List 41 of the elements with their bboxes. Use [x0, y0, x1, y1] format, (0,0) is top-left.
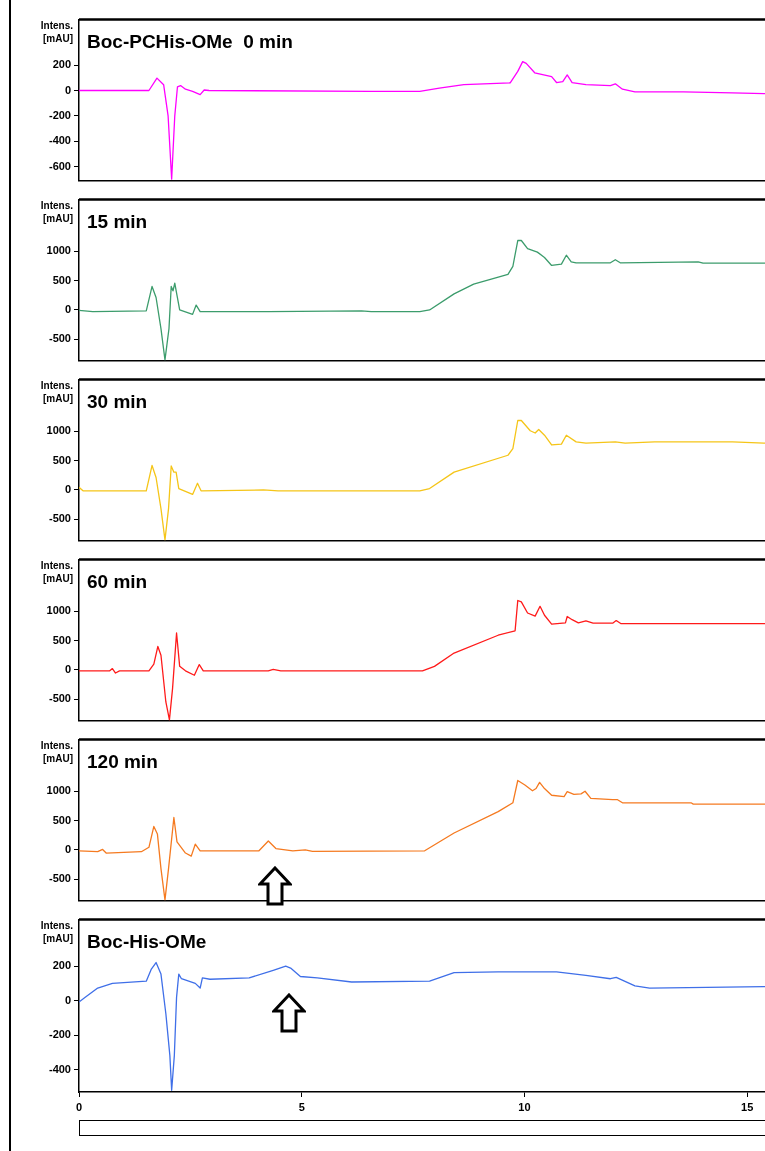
y-tick-label: 1000 [46, 604, 71, 617]
y-tick-label: 0 [64, 482, 71, 495]
y-axis-title: Intens. [mAU] [40, 200, 74, 225]
y-tick-label: 500 [52, 273, 71, 286]
y-tick-label: 0 [64, 83, 71, 96]
text: 60 min [87, 571, 148, 593]
y-axis-title: Intens. [mAU] [40, 380, 74, 405]
y-axis-title: Intens. [mAU] [40, 740, 74, 765]
text: 120 min [87, 751, 158, 773]
y-tick-label: 0 [64, 842, 71, 855]
y-tick-label: -200 [48, 108, 71, 121]
y-tick-label: -400 [48, 134, 71, 147]
y-axis-title: Intens. [mAU] [40, 560, 74, 585]
y-axis-title: Intens. [mAU] [40, 920, 74, 945]
text: 30 min [87, 391, 148, 413]
y-tick-label: 500 [52, 813, 71, 826]
y-tick-label: -400 [48, 1062, 71, 1075]
y-axis-title: Intens. [mAU] [40, 20, 74, 45]
y-tick-label: 0 [64, 993, 71, 1006]
y-tick-label: 1000 [46, 424, 71, 437]
y-tick-label: -500 [48, 332, 71, 345]
y-tick-label: -600 [48, 159, 71, 172]
x-tick-label: 15 [741, 1100, 754, 1113]
y-tick-label: 1000 [46, 784, 71, 797]
y-tick-label: 500 [52, 633, 71, 646]
text: 15 min [87, 211, 148, 233]
y-tick-label: -500 [48, 872, 71, 885]
x-tick-label: 10 [518, 1100, 531, 1113]
y-tick-label: 500 [52, 453, 71, 466]
x-tick-label: 5 [298, 1100, 305, 1113]
y-tick-label: 1000 [46, 244, 71, 257]
y-tick-label: 0 [64, 662, 71, 675]
x-tick-label: 0 [75, 1100, 83, 1113]
y-tick-label: -200 [48, 1028, 71, 1041]
y-tick-label: -500 [48, 512, 71, 525]
y-tick-label: 200 [52, 58, 71, 71]
text: Boc-PCHis-OMe 0 min [87, 31, 293, 53]
y-tick-label: 0 [64, 302, 71, 315]
y-tick-label: -500 [48, 692, 71, 705]
y-tick-label: 200 [52, 959, 71, 972]
text: Boc-His-OMe [87, 931, 207, 953]
